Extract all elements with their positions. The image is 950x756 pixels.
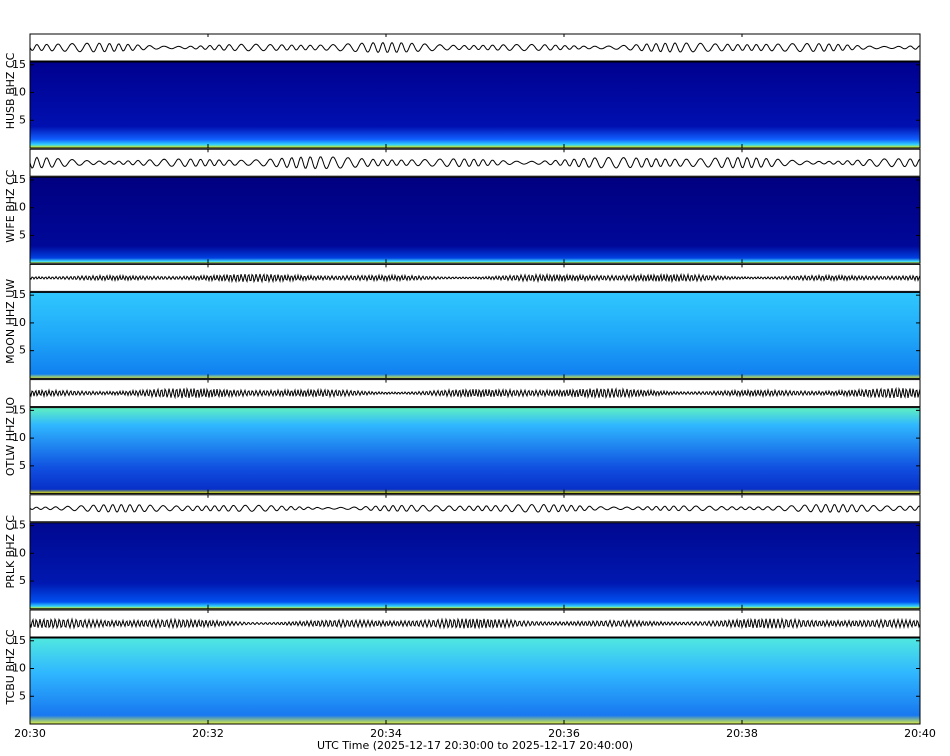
y-tick-label: 10 xyxy=(12,431,26,444)
y-tick-label: 5 xyxy=(19,228,26,241)
spectrogram xyxy=(29,522,921,610)
y-tick-label: 15 xyxy=(12,403,26,416)
station-label: TCBU BHZ CC xyxy=(4,629,17,705)
spectrogram xyxy=(29,176,921,264)
y-tick-label: 15 xyxy=(12,634,26,647)
waveform xyxy=(29,41,921,54)
y-tick-label: 10 xyxy=(12,86,26,99)
y-tick-label: 5 xyxy=(19,574,26,587)
y-tick-label: 15 xyxy=(12,173,26,186)
spectrogram xyxy=(29,61,921,149)
y-tick-label: 10 xyxy=(12,316,26,329)
y-tick-label: 10 xyxy=(12,662,26,675)
y-tick-label: 15 xyxy=(12,288,26,301)
x-tick-label: 20:34 xyxy=(370,727,402,740)
spectrogram xyxy=(29,637,921,725)
station-label: HUSB BHZ CC xyxy=(4,52,17,129)
waveform xyxy=(29,503,921,513)
y-tick-label: 10 xyxy=(12,201,26,214)
y-tick-label: 15 xyxy=(12,519,26,532)
y-tick-label: 10 xyxy=(12,546,26,559)
y-tick-label: 5 xyxy=(19,459,26,472)
waveform xyxy=(29,617,921,630)
x-tick-label: 20:32 xyxy=(192,727,224,740)
station-label: OTLW HHZ UO xyxy=(4,397,17,476)
waveform xyxy=(29,272,921,284)
x-tick-label: 20:36 xyxy=(548,727,580,740)
waveform-frame xyxy=(29,33,921,62)
x-tick-label: 20:30 xyxy=(14,727,46,740)
y-tick-label: 15 xyxy=(12,58,26,71)
spectrogram xyxy=(29,291,921,379)
waveform-frame xyxy=(29,148,921,177)
station-label: WIFE BHZ CC xyxy=(4,169,17,242)
station-label: PRLK BHZ CC xyxy=(4,515,17,589)
y-tick-label: 5 xyxy=(19,344,26,357)
x-tick-label: 20:40 xyxy=(904,727,936,740)
waveform xyxy=(29,156,921,170)
y-tick-label: 5 xyxy=(19,113,26,126)
waveform xyxy=(29,386,921,400)
x-axis-label: UTC Time (2025-12-17 20:30:00 to 2025-12… xyxy=(317,739,633,752)
station-label: MOON HHZ UW xyxy=(4,279,17,364)
spectrogram xyxy=(29,407,921,495)
y-tick-label: 5 xyxy=(19,689,26,702)
x-tick-label: 20:38 xyxy=(726,727,758,740)
waveform-frame xyxy=(29,494,921,523)
